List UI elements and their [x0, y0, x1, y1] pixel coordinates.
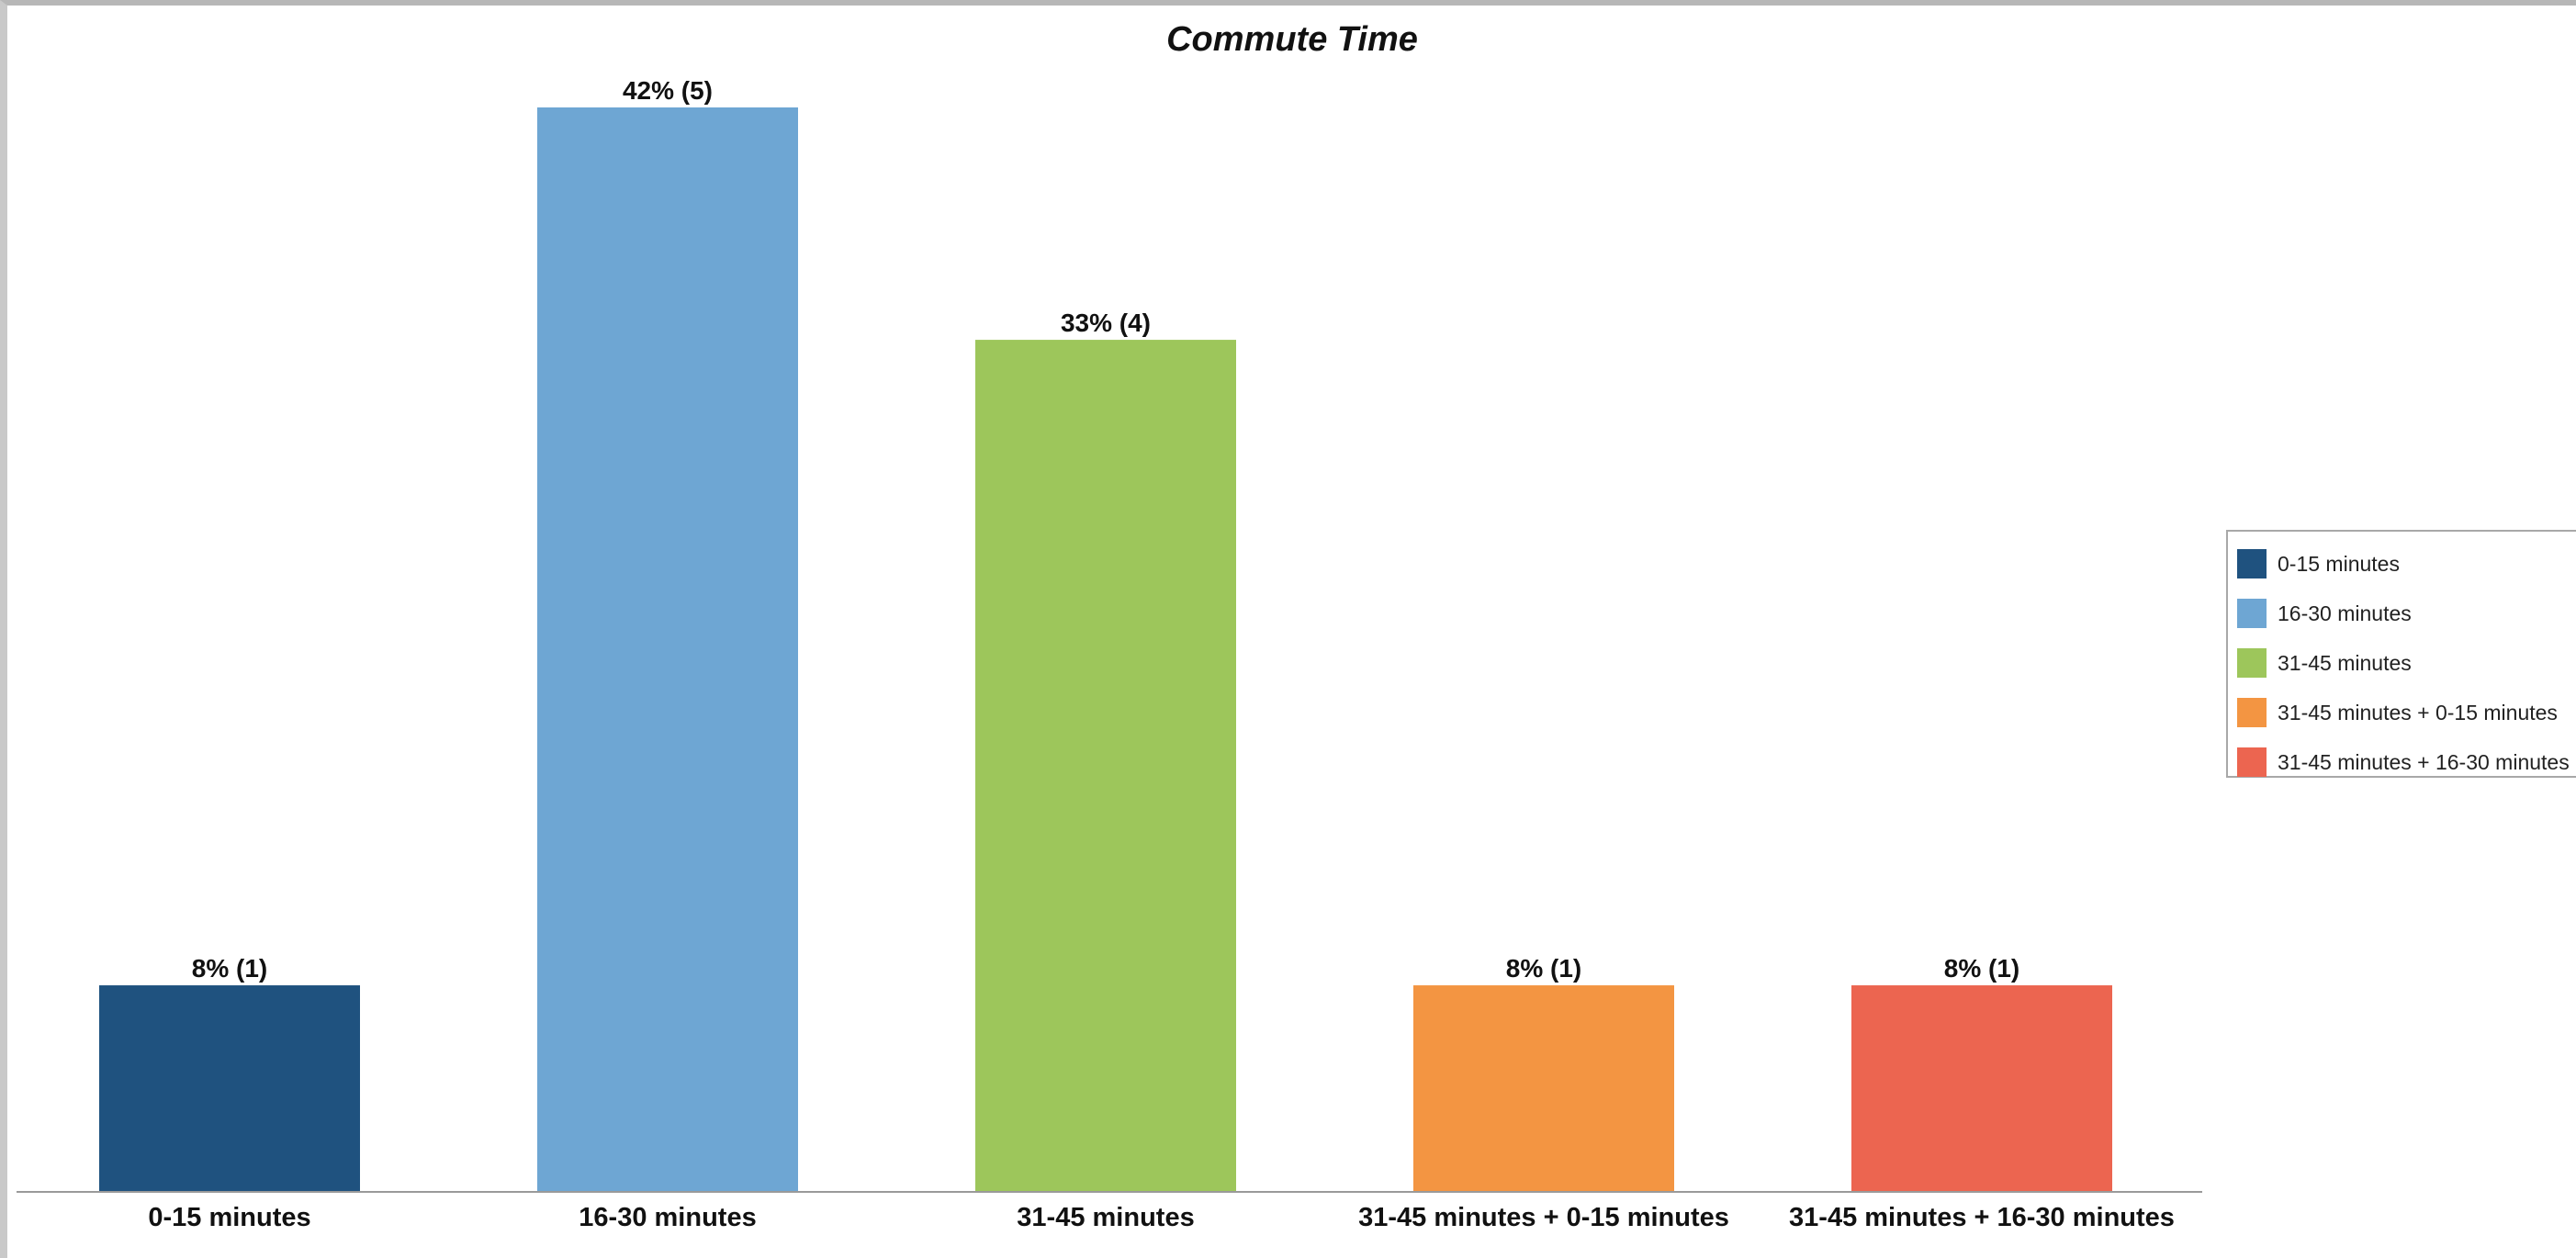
chart-title: Commute Time: [1166, 20, 1418, 59]
legend-label: 31-45 minutes + 0-15 minutes: [2278, 700, 2558, 724]
bar-data-label: 8% (1): [192, 954, 267, 983]
x-tick-label: 31-45 minutes: [1017, 1203, 1194, 1232]
bar: [99, 985, 360, 1192]
bar-data-label: 8% (1): [1506, 954, 1581, 983]
legend-label: 31-45 minutes + 16-30 minutes: [2278, 749, 2570, 774]
bar-data-label: 8% (1): [1944, 954, 2019, 983]
legend-item: 0-15 minutes: [2228, 539, 2576, 589]
legend-label: 0-15 minutes: [2278, 551, 2400, 576]
bar: [1851, 985, 2112, 1192]
legend-item: 31-45 minutes + 0-15 minutes: [2228, 688, 2576, 737]
x-tick-label: 31-45 minutes + 0-15 minutes: [1358, 1203, 1729, 1232]
legend-item: 16-30 minutes: [2228, 589, 2576, 638]
x-tick-label: 0-15 minutes: [148, 1203, 310, 1232]
bars-group: [99, 107, 2112, 1193]
legend-swatch: [2237, 599, 2267, 628]
legend-swatch: [2237, 549, 2267, 578]
x-tick-labels-group: 0-15 minutes 16-30 minutes 31-45 minutes 31…: [148, 1203, 2175, 1232]
legend-label: 16-30 minutes: [2278, 601, 2412, 625]
bar: [537, 107, 798, 1192]
bar: [1413, 985, 1674, 1192]
legend-item: 31-45 minutes: [2228, 638, 2576, 688]
x-tick-label: 16-30 minutes: [579, 1203, 756, 1232]
legend-swatch: [2237, 698, 2267, 727]
legend-swatch: [2237, 648, 2267, 678]
bar-data-label: 42% (5): [623, 76, 713, 105]
legend-item: 31-45 minutes + 16-30 minutes: [2228, 737, 2576, 787]
data-labels-group: 8% (1) 42% (5) 33% (4) 8% (1) 8% (1): [192, 76, 2019, 983]
legend-label: 31-45 minutes: [2278, 650, 2412, 675]
bar-data-label: 33% (4): [1061, 309, 1151, 337]
legend: 0-15 minutes 16-30 minutes 31-45 minutes…: [2226, 530, 2576, 778]
bar: [975, 340, 1236, 1193]
legend-swatch: [2237, 747, 2267, 777]
x-tick-label: 31-45 minutes + 16-30 minutes: [1789, 1203, 2175, 1232]
